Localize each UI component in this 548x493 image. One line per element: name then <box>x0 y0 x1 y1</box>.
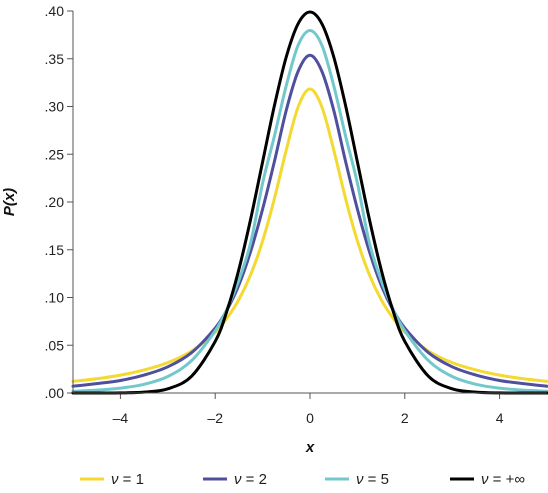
y-tick-label: .05 <box>45 337 65 353</box>
legend-label-nu-5: ν = 5 <box>356 471 389 488</box>
x-tick-label: –4 <box>113 410 129 426</box>
series-lines <box>71 10 548 395</box>
x-tick-label: 2 <box>401 410 409 426</box>
y-tick-label: .00 <box>45 385 65 401</box>
y-axis-ticks: .00 .05 .10 .15 .20 .25 .30 .35 .40 <box>45 3 73 401</box>
y-tick-label: .30 <box>45 99 65 115</box>
legend-label-nu-infinity: ν = +∞ <box>481 471 525 488</box>
y-tick-label: .10 <box>45 290 65 306</box>
x-tick-label: 4 <box>496 410 504 426</box>
x-axis-ticks: –4 –2 0 2 4 <box>113 393 504 426</box>
y-tick-label: .15 <box>45 242 65 258</box>
series-line-nu-5 <box>71 28 548 393</box>
y-tick-label: .20 <box>45 194 65 210</box>
x-tick-label: 0 <box>306 410 314 426</box>
series-line-nu-1 <box>71 87 548 383</box>
y-tick-label: .35 <box>45 51 65 67</box>
legend-label-nu-2: ν = 2 <box>234 471 267 488</box>
x-axis-title: x <box>305 439 315 456</box>
y-tick-label: .40 <box>45 3 65 19</box>
series-line-nu-infinity <box>71 10 548 395</box>
series-line-nu-2 <box>71 53 548 388</box>
y-tick-label: .25 <box>45 146 65 162</box>
x-tick-label: –2 <box>207 410 223 426</box>
legend: ν = 1 ν = 2 ν = 5 ν = +∞ <box>80 471 525 488</box>
legend-label-nu-1: ν = 1 <box>111 471 144 488</box>
y-axis-title: P(x) <box>1 188 18 216</box>
